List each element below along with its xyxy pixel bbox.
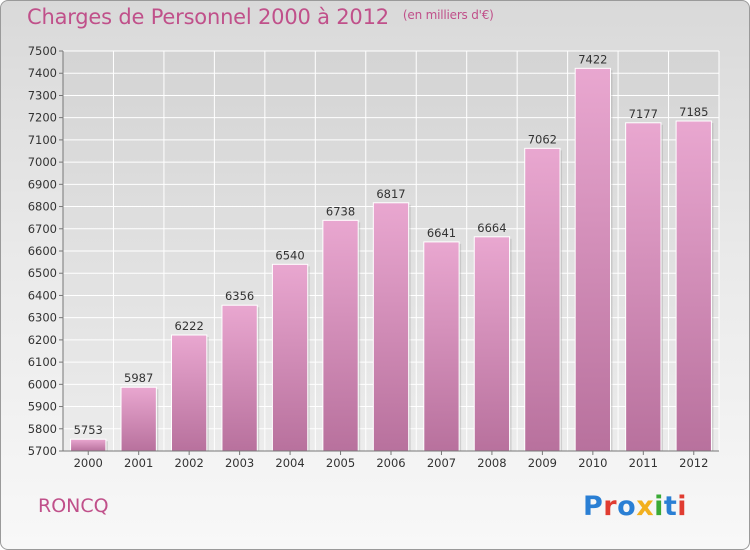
y-tick-label: 7500 bbox=[28, 44, 57, 58]
x-tick-label: 2004 bbox=[275, 456, 304, 470]
bar-value-label: 6222 bbox=[175, 319, 204, 333]
bar-value-label: 7185 bbox=[679, 105, 708, 119]
bar bbox=[221, 304, 258, 452]
commune-name: RONCQ bbox=[38, 495, 109, 517]
x-tick-label: 2005 bbox=[326, 456, 355, 470]
x-tick-label: 2009 bbox=[528, 456, 557, 470]
bar-value-label: 6356 bbox=[225, 289, 254, 303]
chart-title: Charges de Personnel 2000 à 2012 (en mill… bbox=[27, 5, 494, 29]
chart-subtitle: (en milliers d'€) bbox=[402, 8, 494, 22]
x-tick-label: 2007 bbox=[427, 456, 456, 470]
y-tick-label: 7400 bbox=[28, 66, 57, 80]
bar-value-label: 6738 bbox=[326, 204, 355, 218]
bars: 5753 5987 6222 6356 6540 6738 6817 6641 6664 7062… bbox=[70, 52, 714, 452]
logo-letter: i bbox=[654, 491, 664, 522]
bar-value-label: 7177 bbox=[629, 107, 658, 121]
y-tick-label: 6400 bbox=[28, 288, 57, 302]
y-tick-label: 6500 bbox=[28, 266, 57, 280]
bar-value-label: 6817 bbox=[376, 187, 405, 201]
bar bbox=[120, 386, 157, 452]
x-tick-label: 2011 bbox=[629, 456, 658, 470]
bar bbox=[473, 236, 511, 452]
bar bbox=[70, 438, 107, 452]
y-tick-label: 6100 bbox=[28, 355, 57, 369]
logo-letter: i bbox=[677, 491, 688, 522]
bar bbox=[170, 334, 208, 452]
bar bbox=[271, 263, 309, 452]
logo-letter: t bbox=[663, 491, 678, 522]
x-tick-label: 2010 bbox=[578, 456, 607, 470]
logo-letter: x bbox=[636, 491, 655, 522]
y-tick-label: 6800 bbox=[28, 200, 57, 214]
axes: 5700 5800 5900 6000 6100 6200 6300 6400 6500 6600… bbox=[28, 44, 719, 470]
bar-value-label: 7422 bbox=[578, 52, 607, 66]
y-tick-label: 7200 bbox=[28, 111, 57, 125]
y-tick-label: 6200 bbox=[28, 333, 57, 347]
bar-value-label: 6664 bbox=[477, 221, 506, 235]
y-tick-label: 6300 bbox=[28, 311, 57, 325]
y-tick-label: 7000 bbox=[28, 155, 57, 169]
bar bbox=[574, 67, 612, 452]
y-tick-label: 6000 bbox=[28, 377, 57, 391]
y-tick-label: 6700 bbox=[28, 222, 57, 236]
logo-letter: P bbox=[583, 491, 604, 522]
bar-value-label: 5987 bbox=[124, 371, 153, 385]
y-tick-label: 5900 bbox=[28, 400, 57, 414]
logo-letter: r bbox=[603, 491, 618, 522]
x-tick-label: 2002 bbox=[175, 456, 204, 470]
bar-value-label: 5753 bbox=[74, 423, 103, 437]
x-tick-label: 2008 bbox=[477, 456, 506, 470]
x-tick-label: 2012 bbox=[679, 456, 708, 470]
chart-title-text: Charges de Personnel 2000 à 2012 bbox=[27, 5, 389, 29]
logo-letter: o bbox=[617, 491, 637, 522]
bar bbox=[423, 241, 460, 452]
x-tick-label: 2001 bbox=[124, 456, 153, 470]
y-tick-label: 7100 bbox=[28, 133, 57, 147]
bar-value-label: 6540 bbox=[275, 248, 304, 262]
x-tick-label: 2003 bbox=[225, 456, 254, 470]
bar bbox=[372, 202, 410, 452]
y-tick-label: 7300 bbox=[28, 88, 57, 102]
y-tick-label: 6900 bbox=[28, 177, 57, 191]
bar-value-label: 7062 bbox=[528, 132, 557, 146]
proxiti-logo: Proxiti bbox=[583, 491, 687, 522]
bar bbox=[675, 120, 712, 452]
y-tick-label: 5700 bbox=[28, 444, 57, 458]
bar-value-label: 6641 bbox=[427, 226, 456, 240]
bar bbox=[322, 219, 359, 452]
y-tick-label: 5800 bbox=[28, 422, 57, 436]
x-tick-label: 2000 bbox=[74, 456, 103, 470]
y-tick-label: 6600 bbox=[28, 244, 57, 258]
bar bbox=[524, 147, 561, 452]
x-tick-label: 2006 bbox=[376, 456, 405, 470]
bar bbox=[625, 122, 662, 452]
